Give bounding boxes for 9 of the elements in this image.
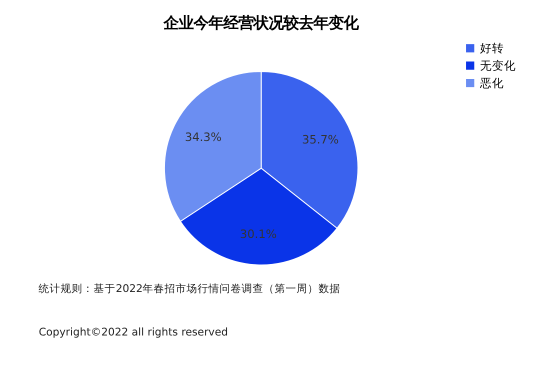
data-label: 34.3% bbox=[184, 130, 222, 144]
legend-label: 无变化 bbox=[480, 58, 516, 73]
legend-label: 好转 bbox=[480, 41, 504, 56]
data-label: 35.7% bbox=[302, 132, 339, 146]
legend-label: 恶化 bbox=[478, 76, 504, 90]
text: 统计规则：基于2022年春招市场行情问卷调查（第一周）数据 bbox=[38, 282, 341, 296]
text: Copyright©2022 all rights reserved bbox=[38, 326, 228, 339]
chart-title: 企业今年经营状况较去年变化 bbox=[162, 14, 360, 32]
data-label: 30.1% bbox=[240, 226, 277, 241]
